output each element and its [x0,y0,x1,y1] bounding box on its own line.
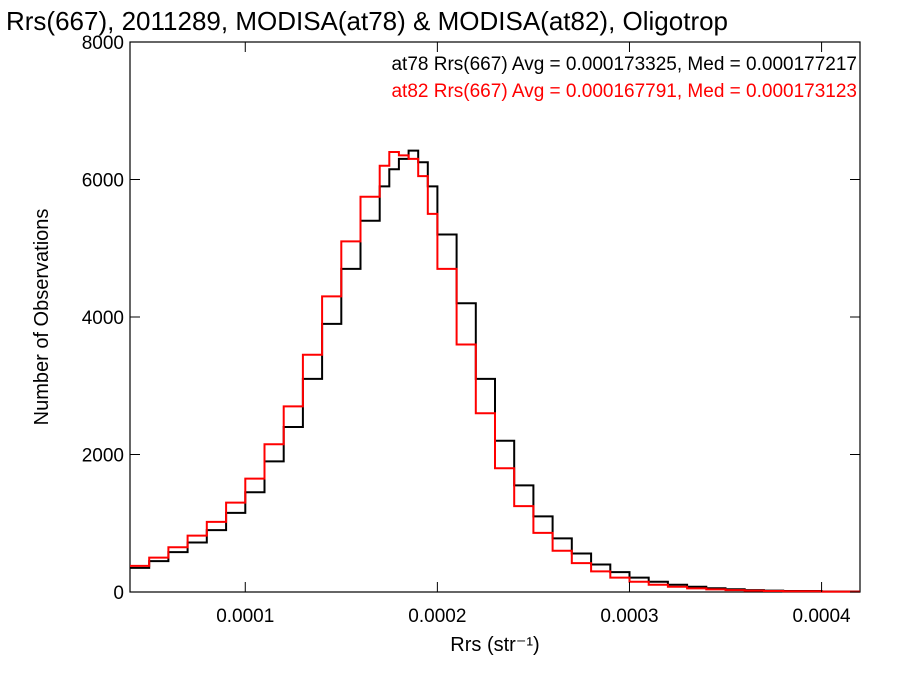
tick-layer: 0.0001 0.0002 0.0003 0.0004 0 2000 4000 6000 800… [82,33,860,627]
x-tick-label: 0.0003 [600,606,658,627]
series-line-at78 [130,149,860,593]
y-tick-label: 2000 [82,446,124,467]
legend-entry-at82: at82 Rrs(667) Avg = 0.000167791, Med = 0… [391,81,857,102]
y-tick-label: 6000 [82,171,124,192]
y-axis-label: Number of Observations [31,209,53,426]
x-axis-label: Rrs (str⁻¹) [450,634,539,656]
x-tick-label: 0.0004 [793,606,852,627]
plot-area: 0.0001 0.0002 0.0003 0.0004 0 2000 4000 6000 800… [82,33,861,627]
legend: at78 Rrs(667) Avg = 0.000173325, Med = 0… [391,54,857,102]
y-tick-label: 0 [113,583,124,604]
x-tick-label: 0.0002 [408,606,466,627]
series-layer [130,149,860,593]
y-tick-label: 4000 [82,308,124,329]
chart-title: Rrs(667), 2011289, MODISA(at78) & MODISA… [6,6,728,36]
x-tick-label: 0.0001 [216,606,274,627]
plot-frame [129,41,861,593]
series-line-at82 [130,151,860,593]
legend-entry-at78: at78 Rrs(667) Avg = 0.000173325, Med = 0… [391,54,857,75]
y-tick-label: 8000 [82,33,124,54]
